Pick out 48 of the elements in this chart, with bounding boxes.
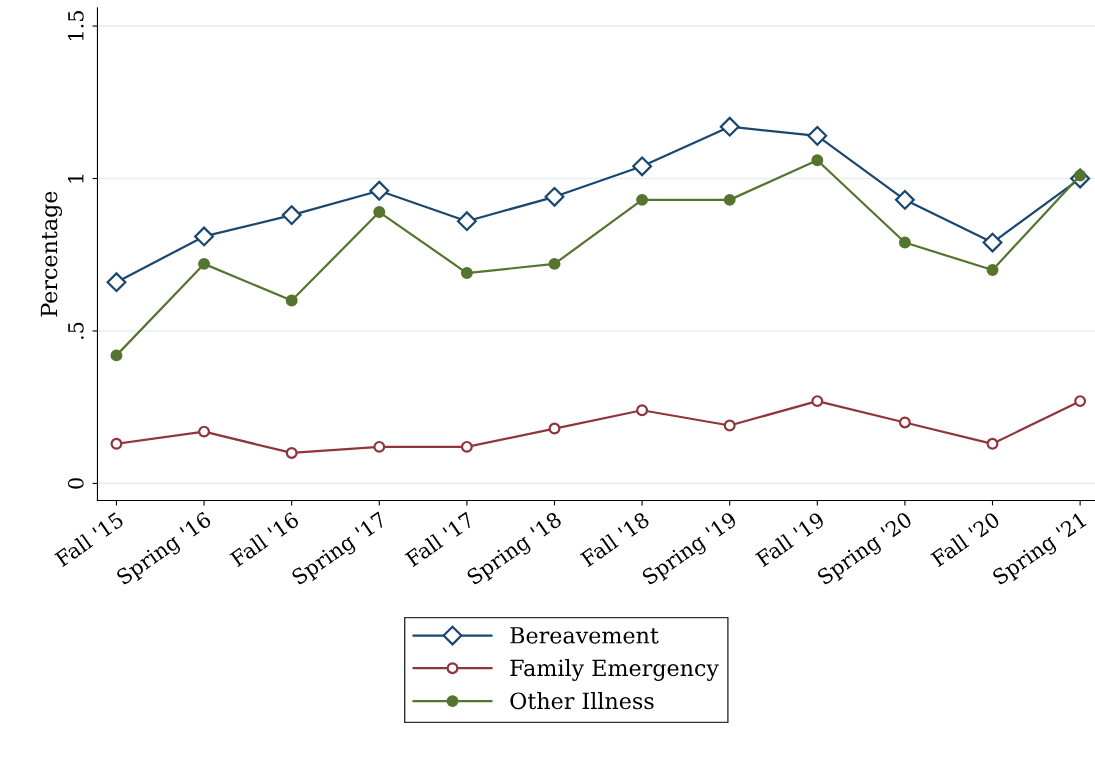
point (460, 440, 473, 453)
point (723, 419, 736, 432)
point (281, 205, 302, 226)
y-tick-label: 1 (67, 174, 84, 183)
x-tick-label: Fall '20 (929, 511, 1001, 568)
point (636, 404, 649, 417)
point (894, 189, 915, 210)
point (285, 446, 298, 459)
point (986, 264, 999, 276)
point (1074, 395, 1087, 408)
point (548, 257, 561, 270)
point (982, 232, 1003, 253)
point (723, 193, 736, 206)
point (548, 422, 561, 435)
point (636, 193, 649, 206)
legend-label: Other Illness (510, 692, 654, 710)
point (807, 125, 828, 146)
x-tick-label: Fall '18 (579, 511, 651, 568)
point (110, 349, 123, 362)
x-tick-label: Fall '19 (754, 511, 826, 568)
point (898, 416, 911, 429)
point (369, 180, 390, 201)
point (632, 156, 653, 177)
point (194, 226, 215, 247)
point (373, 206, 386, 219)
point (544, 186, 565, 207)
point (456, 211, 477, 232)
point (986, 437, 999, 450)
y-axis-title: Percentage (40, 191, 63, 317)
point (811, 395, 824, 408)
x-tick-label: Fall '16 (229, 511, 300, 568)
x-tick-label: Fall '15 (53, 511, 125, 568)
point (110, 437, 123, 450)
x-tick-label: Fall '17 (404, 511, 475, 568)
point (285, 294, 298, 307)
point (198, 425, 211, 438)
legend-label: Family Emergency (510, 659, 719, 681)
legend-label: Bereavement (510, 627, 659, 644)
point (106, 272, 127, 293)
point (898, 236, 911, 249)
point (460, 267, 473, 280)
y-tick-label: 0 (67, 478, 84, 489)
point (719, 116, 740, 137)
point (373, 440, 386, 453)
point (198, 257, 211, 270)
y-tick-label: 1.5 (67, 11, 84, 41)
point (811, 154, 824, 167)
y-tick-label: .5 (68, 322, 84, 339)
